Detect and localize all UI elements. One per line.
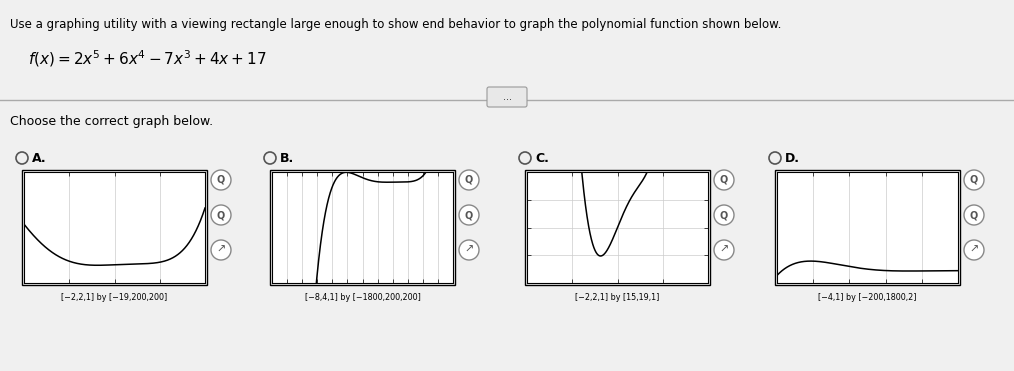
Text: [−2,2,1] by [15,19,1]: [−2,2,1] by [15,19,1] <box>575 293 660 302</box>
Circle shape <box>964 205 984 225</box>
Text: Q: Q <box>969 175 979 185</box>
Text: [−4,1] by [−200,1800,2]: [−4,1] by [−200,1800,2] <box>818 293 917 302</box>
Text: Q: Q <box>464 210 474 220</box>
Text: ...: ... <box>503 92 511 102</box>
Text: C.: C. <box>535 151 549 164</box>
Text: ↗: ↗ <box>719 245 729 255</box>
Circle shape <box>211 170 231 190</box>
FancyBboxPatch shape <box>22 170 207 285</box>
Text: Q: Q <box>464 175 474 185</box>
Text: ↗: ↗ <box>216 245 226 255</box>
Text: Q: Q <box>720 175 728 185</box>
Text: Q: Q <box>969 210 979 220</box>
Circle shape <box>211 240 231 260</box>
Text: D.: D. <box>785 151 800 164</box>
Text: B.: B. <box>280 151 294 164</box>
Text: Q: Q <box>217 210 225 220</box>
FancyBboxPatch shape <box>270 170 455 285</box>
Text: ↗: ↗ <box>464 245 474 255</box>
Circle shape <box>459 240 479 260</box>
Circle shape <box>211 205 231 225</box>
FancyBboxPatch shape <box>775 170 960 285</box>
Text: [−2,2,1] by [−19,200,200]: [−2,2,1] by [−19,200,200] <box>62 293 167 302</box>
Text: A.: A. <box>32 151 47 164</box>
FancyBboxPatch shape <box>487 87 527 107</box>
Text: ↗: ↗ <box>969 245 979 255</box>
Circle shape <box>714 205 734 225</box>
Circle shape <box>459 205 479 225</box>
FancyBboxPatch shape <box>525 170 710 285</box>
Circle shape <box>714 170 734 190</box>
Text: Choose the correct graph below.: Choose the correct graph below. <box>10 115 213 128</box>
Circle shape <box>964 170 984 190</box>
Text: $f(x) = 2x^5 + 6x^4 - 7x^3 + 4x + 17$: $f(x) = 2x^5 + 6x^4 - 7x^3 + 4x + 17$ <box>28 48 267 69</box>
Text: [−8,4,1] by [−1800,200,200]: [−8,4,1] by [−1800,200,200] <box>304 293 421 302</box>
Circle shape <box>964 240 984 260</box>
Text: Use a graphing utility with a viewing rectangle large enough to show end behavio: Use a graphing utility with a viewing re… <box>10 18 782 31</box>
Text: Q: Q <box>217 175 225 185</box>
Text: Q: Q <box>720 210 728 220</box>
Circle shape <box>714 240 734 260</box>
Circle shape <box>459 170 479 190</box>
